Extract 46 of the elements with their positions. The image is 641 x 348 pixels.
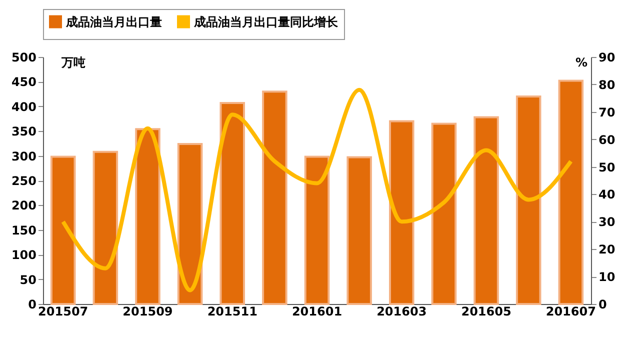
- x-tick-label: 201601: [292, 304, 342, 318]
- y-axis-title: 万吨: [60, 56, 86, 70]
- bar: [431, 122, 457, 305]
- legend-label: 成品油当月出口量同比增长: [193, 14, 339, 29]
- bar: [388, 120, 414, 305]
- y-tick-label: 200: [11, 198, 36, 213]
- y-tick-label: 450: [11, 75, 36, 90]
- y2-tick-label: 20: [598, 242, 616, 257]
- bar: [135, 128, 160, 305]
- x-tick-label: 201603: [376, 304, 427, 318]
- y-tick-label: 500: [11, 50, 36, 64]
- bar: [516, 96, 542, 305]
- y2-axis-title: %: [575, 56, 588, 70]
- bar: [474, 116, 499, 305]
- bar: [220, 102, 246, 305]
- bar: [304, 156, 330, 305]
- line-series: [61, 88, 573, 292]
- y2-tick-label: 70: [598, 105, 616, 120]
- y-tick-label: 100: [11, 248, 36, 262]
- bar: [50, 156, 76, 305]
- y2-tick-label: 30: [598, 215, 616, 230]
- x-tick-label: 201605: [461, 304, 512, 318]
- bar: [92, 150, 118, 305]
- y2-tick-label: 0: [598, 298, 607, 312]
- y-tick-label: 300: [11, 149, 36, 164]
- y-tick-label: 150: [11, 223, 36, 238]
- bar: [177, 142, 203, 305]
- y-tick-label: 50: [20, 272, 36, 287]
- y-tick-label: 250: [11, 174, 36, 188]
- x-tick-label: 201507: [38, 304, 88, 318]
- y2-tick-label: 80: [598, 78, 616, 92]
- y2-tick-label: 60: [598, 132, 616, 147]
- y2-tick-label: 90: [598, 50, 616, 64]
- x-tick-label: 201511: [207, 304, 258, 318]
- bar: [346, 156, 372, 305]
- y2-tick-label: 10: [598, 270, 616, 284]
- y-tick-label: 400: [11, 100, 36, 114]
- legend-label: 成品油当月出口量: [65, 14, 162, 29]
- x-tick-label: 201607: [546, 304, 596, 318]
- y2-tick-label: 50: [598, 160, 616, 174]
- y2-tick-label: 40: [598, 188, 616, 202]
- y-tick-label: 350: [11, 124, 36, 139]
- y-tick-label: 0: [28, 298, 36, 312]
- bar: [262, 90, 288, 305]
- bar: [558, 80, 584, 305]
- x-tick-label: 201509: [122, 304, 173, 318]
